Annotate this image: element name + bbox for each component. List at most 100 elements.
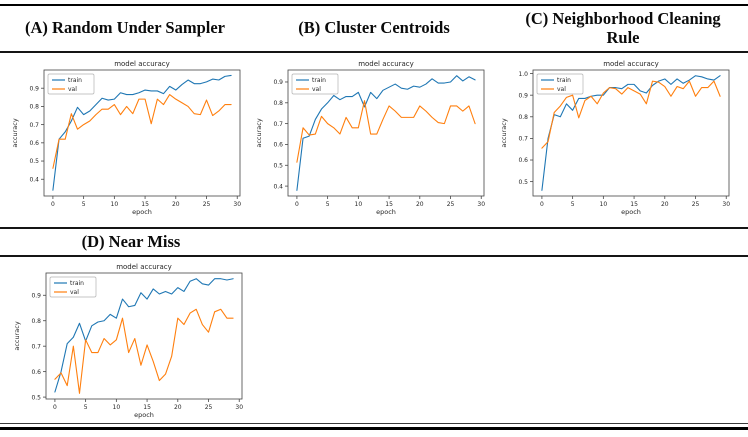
panel-title-d: (D) Near Miss — [81, 231, 181, 251]
x-tick-label: 20 — [661, 201, 669, 208]
x-tick-label: 10 — [355, 201, 363, 208]
chart-neighborhood-cleaning-rule: model accuracy accuracy epoch 0.5 0.6 0.7 0.8 0… — [497, 56, 742, 220]
x-tick-label: 15 — [143, 404, 151, 411]
y-tick-label: 0.8 — [29, 104, 39, 111]
legend-label-train: train — [70, 280, 84, 287]
chart-cluster-centroids: model accuracy accuracy epoch 0.4 0.5 0.6 0.7 0… — [252, 56, 497, 220]
val-line — [296, 100, 476, 163]
y-tick-label: 0.5 — [29, 158, 39, 165]
y-tick-label: 0.9 — [273, 79, 283, 86]
y-tick-label: 0.7 — [31, 343, 41, 350]
divider-row2-top — [0, 227, 748, 229]
x-tick-label: 20 — [172, 201, 180, 208]
chart-title: model accuracy — [114, 60, 170, 68]
legend-label-train: train — [557, 77, 571, 84]
chart-random-under-sampler: model accuracy accuracy epoch 0.4 0.5 0.6 0.7 0… — [8, 56, 253, 220]
y-tick-label: 0.8 — [31, 318, 41, 325]
divider-under-headers — [0, 51, 748, 53]
x-axis-label: epoch — [621, 208, 641, 216]
x-tick-label: 15 — [630, 201, 638, 208]
y-tick-label: 0.7 — [273, 121, 283, 128]
legend-label-val: val — [312, 86, 321, 93]
train-line — [541, 75, 721, 191]
legend-label-val: val — [68, 86, 77, 93]
y-tick-label: 0.6 — [273, 142, 283, 149]
y-tick-label: 0.5 — [273, 162, 283, 169]
x-tick-label: 15 — [385, 201, 393, 208]
x-tick-label: 5 — [326, 201, 330, 208]
divider-top — [0, 4, 748, 6]
legend-label-val: val — [70, 289, 79, 296]
x-tick-label: 5 — [82, 201, 86, 208]
y-tick-label: 0.9 — [31, 292, 41, 299]
val-line — [54, 308, 234, 394]
x-tick-label: 25 — [447, 201, 455, 208]
plot-area — [43, 69, 241, 197]
y-tick-label: 0.7 — [518, 136, 528, 143]
legend: train val — [47, 73, 95, 95]
legend: train val — [49, 276, 97, 298]
x-tick-label: 10 — [600, 201, 608, 208]
x-axis-label: epoch — [376, 208, 396, 216]
divider-under-header-d — [0, 255, 748, 257]
chart-svg: model accuracy accuracy epoch 0.5 0.6 0.7 0.8 0… — [13, 263, 243, 419]
x-tick-label: 0 — [51, 201, 55, 208]
x-tick-label: 20 — [174, 404, 182, 411]
chart-svg: model accuracy accuracy epoch 0.5 0.6 0.7 0.8 0… — [500, 60, 730, 216]
y-axis-label: accuracy — [500, 118, 508, 147]
y-tick-label: 0.6 — [31, 369, 41, 376]
panel-title-a: (A) Random Under Sampler — [25, 18, 225, 38]
x-tick-label: 25 — [692, 201, 700, 208]
chart-near-miss: model accuracy accuracy epoch 0.5 0.6 0.7 0.8 0… — [10, 259, 255, 423]
y-tick-label: 0.6 — [29, 140, 39, 147]
x-tick-label: 10 — [111, 201, 119, 208]
x-tick-label: 0 — [295, 201, 299, 208]
x-tick-label: 10 — [113, 404, 121, 411]
legend-label-train: train — [312, 77, 326, 84]
train-line — [54, 278, 234, 393]
y-tick-label: 0.9 — [518, 92, 528, 99]
chart-svg: model accuracy accuracy epoch 0.4 0.5 0.6 0.7 0… — [11, 60, 241, 216]
x-tick-label: 30 — [722, 201, 730, 208]
x-tick-label: 30 — [477, 201, 485, 208]
legend-label-val: val — [557, 86, 566, 93]
x-tick-label: 15 — [141, 201, 149, 208]
legend-label-train: train — [68, 77, 82, 84]
y-tick-label: 0.5 — [31, 394, 41, 401]
x-axis-label: epoch — [134, 411, 154, 419]
y-tick-label: 0.6 — [518, 157, 528, 164]
x-tick-label: 30 — [233, 201, 241, 208]
legend: train val — [536, 73, 584, 95]
panel-headers: (A) Random Under Sampler (B) Cluster Cen… — [0, 6, 748, 51]
y-axis-label: accuracy — [11, 118, 19, 147]
chart-title: model accuracy — [116, 263, 172, 271]
chart-title: model accuracy — [603, 60, 659, 68]
y-tick-label: 1.0 — [518, 71, 528, 78]
plot-area — [45, 272, 243, 400]
y-axis-label: accuracy — [13, 321, 21, 350]
x-axis-label: epoch — [132, 208, 152, 216]
x-tick-label: 30 — [235, 404, 243, 411]
y-tick-label: 0.7 — [29, 122, 39, 129]
y-tick-label: 0.5 — [518, 179, 528, 186]
val-line — [52, 94, 232, 169]
val-line — [541, 80, 721, 149]
y-tick-label: 0.4 — [273, 183, 283, 190]
y-tick-label: 0.9 — [29, 85, 39, 92]
x-tick-label: 25 — [203, 201, 211, 208]
y-tick-label: 0.4 — [29, 176, 39, 183]
x-tick-label: 5 — [84, 404, 88, 411]
x-tick-label: 20 — [416, 201, 424, 208]
x-tick-label: 5 — [571, 201, 575, 208]
chart-title: model accuracy — [358, 60, 414, 68]
y-axis-label: accuracy — [255, 118, 263, 147]
divider-bottom-thin — [0, 423, 748, 424]
x-tick-label: 0 — [540, 201, 544, 208]
y-tick-label: 0.8 — [273, 100, 283, 107]
x-tick-label: 0 — [53, 404, 57, 411]
legend: train val — [291, 73, 339, 95]
train-line — [52, 74, 232, 191]
chart-svg: model accuracy accuracy epoch 0.4 0.5 0.6 0.7 0… — [255, 60, 485, 216]
plot-area — [532, 69, 730, 197]
